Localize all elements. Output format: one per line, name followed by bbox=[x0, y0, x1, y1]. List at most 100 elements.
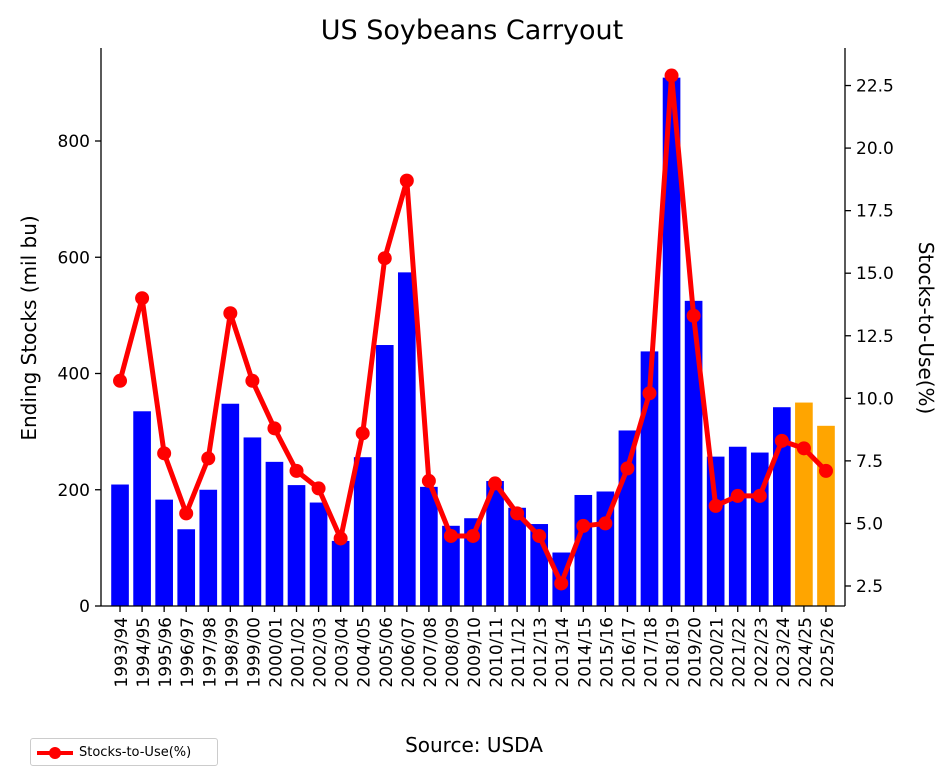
y-right-tick-label: 20.0 bbox=[856, 139, 894, 159]
bar-2004-05 bbox=[353, 457, 372, 606]
x-tick-label: 1994/95 bbox=[134, 617, 154, 688]
x-tick-label: 1998/99 bbox=[222, 617, 242, 688]
stocks-to-use-point bbox=[201, 451, 216, 466]
y-right-tick-label: 10.0 bbox=[856, 389, 894, 409]
bar-2020-21 bbox=[706, 456, 725, 606]
bar-2016-17 bbox=[618, 430, 637, 606]
stocks-to-use-point bbox=[774, 433, 789, 448]
y-left-tick-label: 400 bbox=[58, 365, 90, 385]
stocks-to-use-point bbox=[752, 488, 767, 503]
stocks-to-use-point bbox=[245, 373, 260, 388]
chart-title: US Soybeans Carryout bbox=[321, 15, 624, 46]
y-axis-label-left: Ending Stocks (mil bu) bbox=[17, 215, 41, 440]
stocks-to-use-point bbox=[355, 426, 370, 441]
y-right-tick-label: 2.5 bbox=[856, 577, 883, 597]
bar-2021-22 bbox=[728, 446, 747, 606]
x-tick-label: 1997/98 bbox=[200, 617, 220, 688]
x-tick-label: 2021/22 bbox=[730, 617, 750, 688]
stocks-to-use-point bbox=[289, 463, 304, 478]
bar-1997-98 bbox=[199, 489, 218, 606]
x-tick-label: 2011/12 bbox=[509, 617, 529, 688]
bar-2005-06 bbox=[375, 345, 394, 606]
x-tick-label: 2015/16 bbox=[597, 617, 617, 688]
bar-2010-11 bbox=[486, 481, 504, 606]
stocks-to-use-point bbox=[179, 506, 194, 521]
x-tick-label: 2006/07 bbox=[399, 617, 419, 688]
stocks-to-use-point bbox=[708, 498, 723, 513]
bar-1998-99 bbox=[221, 403, 240, 606]
bar-series bbox=[111, 77, 835, 606]
stocks-to-use-point bbox=[267, 421, 282, 436]
bar-1994-95 bbox=[133, 411, 151, 606]
stocks-to-use-point bbox=[818, 463, 833, 478]
bar-2001-02 bbox=[287, 485, 306, 606]
stocks-to-use-point bbox=[554, 576, 569, 591]
y-left-tick-label: 800 bbox=[58, 132, 90, 152]
stocks-to-use-point bbox=[686, 308, 701, 323]
axes: 0 200 400 600 800 2.5 5.0 7.5 10.0 12.5 15.0 17.5 20… bbox=[58, 48, 894, 688]
stocks-to-use-point bbox=[113, 373, 128, 388]
x-tick-label: 2013/14 bbox=[553, 617, 573, 688]
stocks-to-use-point bbox=[223, 306, 238, 321]
y-axis-label-right: Stocks-to-Use(%) bbox=[914, 242, 938, 415]
y-left-tick-label: 600 bbox=[58, 248, 90, 268]
bar-2019-20 bbox=[684, 300, 703, 606]
x-tick-label: 2018/19 bbox=[664, 617, 684, 688]
y-right-tick-label: 15.0 bbox=[856, 264, 894, 284]
x-tick-label: 2012/13 bbox=[531, 617, 551, 688]
stocks-to-use-point bbox=[377, 251, 392, 266]
x-tick-label: 1999/00 bbox=[244, 617, 264, 688]
y-left-tick-label: 200 bbox=[58, 481, 90, 501]
x-tick-label: 2007/08 bbox=[421, 617, 441, 688]
stocks-to-use-point bbox=[598, 516, 613, 531]
stocks-to-use-point bbox=[730, 488, 745, 503]
stocks-to-use-point bbox=[532, 528, 547, 543]
x-tick-label: 2020/21 bbox=[708, 617, 728, 688]
x-tick-label: 2017/18 bbox=[641, 617, 661, 688]
x-tick-label: 2022/23 bbox=[752, 617, 772, 688]
x-tick-label: 2003/04 bbox=[333, 617, 353, 688]
bar-2008-09 bbox=[442, 525, 460, 606]
x-tick-label: 2009/10 bbox=[465, 617, 485, 688]
x-tick-label: 2000/01 bbox=[266, 617, 286, 688]
stocks-to-use-point bbox=[333, 531, 348, 546]
x-tick-label: 1993/94 bbox=[112, 617, 132, 688]
x-tick-label: 2010/11 bbox=[487, 617, 507, 688]
stocks-to-use-point bbox=[135, 291, 150, 306]
bar-1999-00 bbox=[243, 437, 262, 606]
y-right-tick-label: 12.5 bbox=[856, 327, 894, 347]
stocks-to-use-point bbox=[488, 476, 503, 491]
bar-2006-07 bbox=[397, 272, 416, 606]
legend: Stocks-to-Use(%) bbox=[30, 738, 218, 766]
stocks-to-use-point bbox=[421, 473, 436, 488]
bar-2018-19 bbox=[662, 77, 681, 606]
stocks-to-use-point bbox=[642, 386, 657, 401]
x-tick-label: 1995/96 bbox=[156, 617, 176, 688]
x-tick-label: 2023/24 bbox=[774, 617, 794, 688]
x-tick-label: 2014/15 bbox=[575, 617, 595, 688]
stocks-to-use-point bbox=[620, 461, 635, 476]
stocks-to-use-point bbox=[576, 518, 591, 533]
bar-1995-96 bbox=[155, 499, 173, 606]
bar-2011-12 bbox=[508, 507, 526, 606]
bar-2025-26 bbox=[817, 425, 835, 606]
legend-label: Stocks-to-Use(%) bbox=[79, 744, 192, 760]
bar-1993-94 bbox=[111, 484, 129, 606]
stocks-to-use-series bbox=[113, 68, 833, 591]
bar-2014-15 bbox=[574, 494, 593, 606]
x-tick-label: 2005/06 bbox=[377, 617, 397, 688]
x-tick-label: 2025/26 bbox=[818, 617, 838, 688]
y-right-tick-label: 22.5 bbox=[856, 77, 894, 97]
x-tick-label: 1996/97 bbox=[178, 617, 198, 688]
legend-line-marker-icon bbox=[37, 742, 73, 762]
stocks-to-use-point bbox=[510, 506, 525, 521]
stocks-to-use-point bbox=[796, 441, 811, 456]
x-tick-label: 2016/17 bbox=[619, 617, 639, 688]
y-left-tick-label: 0 bbox=[79, 597, 90, 617]
stocks-to-use-point bbox=[443, 528, 458, 543]
bar-1996-97 bbox=[177, 529, 196, 606]
x-tick-label: 2001/02 bbox=[289, 617, 309, 688]
stocks-to-use-point bbox=[466, 528, 480, 543]
stocks-to-use-point bbox=[311, 481, 326, 496]
